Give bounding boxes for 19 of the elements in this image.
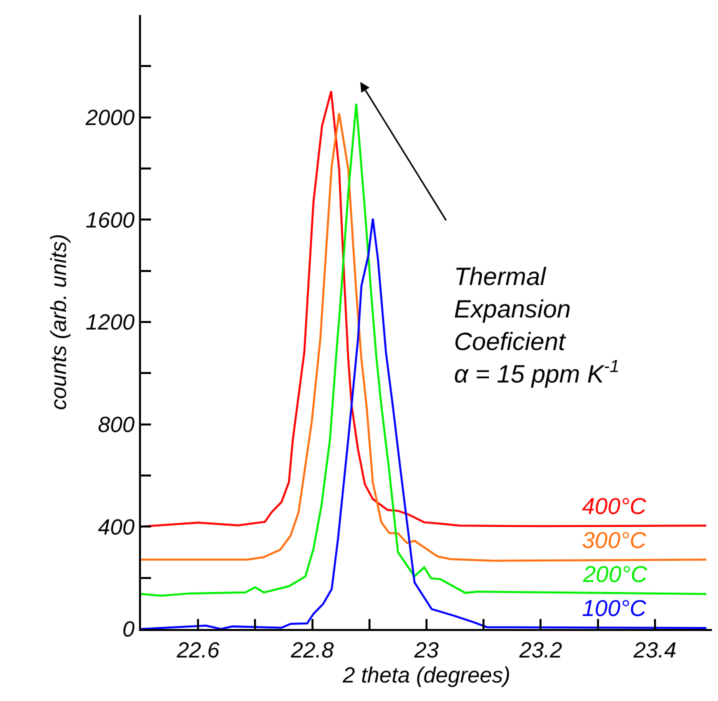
x-tick-label: 23: [413, 637, 440, 662]
x-tick-label: 22.6: [176, 637, 220, 662]
y-tick-label: 800: [98, 412, 136, 438]
series-label: 200°C: [582, 561, 648, 587]
y-tick-label: 400: [98, 514, 136, 540]
x-tick-label: 22.8: [290, 637, 334, 662]
x-tick-label: 23.2: [518, 637, 562, 662]
y-tick-label: 1200: [86, 310, 136, 335]
y-tick-label: 2000: [84, 105, 136, 130]
y-tick-label: 0: [122, 616, 136, 642]
x-tick-label: 23.4: [632, 637, 676, 662]
line-series: [141, 218, 708, 629]
series-label: 100°C: [582, 595, 647, 621]
series-label: 400°C: [582, 493, 647, 519]
x-axis-title: 2 theta (degrees): [342, 662, 510, 688]
y-tick-label: 1600: [86, 207, 136, 232]
series-label: 300°C: [582, 527, 647, 553]
annotation: Thermal Expansion Coeficient α = 15 ppm K$^{-1}$: [454, 263, 620, 388]
y-axis-title: counts (arb. units): [46, 234, 71, 410]
